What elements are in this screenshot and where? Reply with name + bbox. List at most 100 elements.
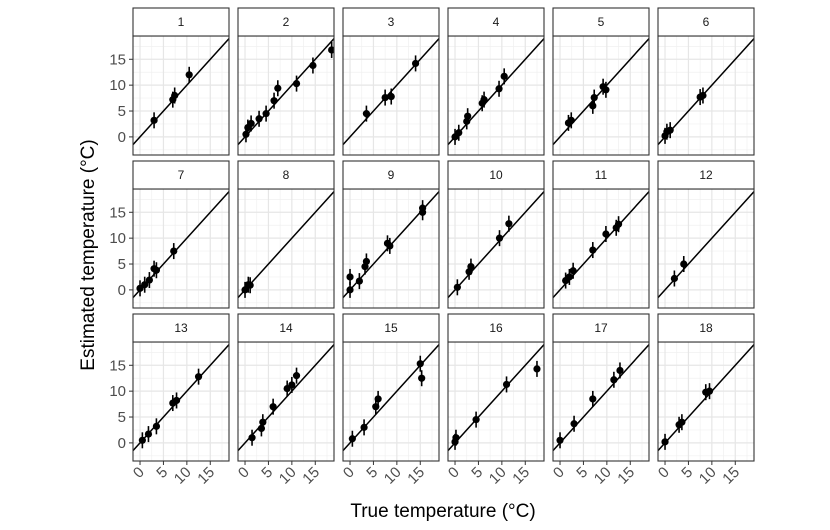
data-point <box>705 387 714 395</box>
x-tick-label: 15 <box>404 464 428 488</box>
data-point <box>472 416 480 424</box>
identity-line <box>658 38 754 146</box>
facet-panel-16: 16 <box>447 313 545 462</box>
y-tick-label: 15 <box>109 357 126 374</box>
data-point <box>565 273 573 281</box>
facet-panel-13: 13 <box>132 313 230 462</box>
identity-line <box>553 344 649 452</box>
data-point <box>495 85 503 93</box>
data-point <box>416 360 424 368</box>
facet-strip-label: 12 <box>699 168 713 182</box>
panel-plot-area <box>448 36 544 155</box>
x-tick-label: 0 <box>340 464 358 482</box>
data-point <box>602 86 610 94</box>
x-tick-label: 5 <box>258 464 276 482</box>
data-point <box>480 96 488 104</box>
panel-plot-area <box>448 342 544 461</box>
x-tick-label: 5 <box>363 464 381 482</box>
data-point <box>616 366 624 375</box>
x-tick-label: 5 <box>678 464 696 482</box>
data-point <box>602 230 610 238</box>
data-point <box>262 110 270 118</box>
x-tick-label: 10 <box>276 464 300 488</box>
facet-strip-label: 1 <box>178 15 185 29</box>
facet-strip <box>552 313 650 343</box>
data-point <box>387 92 395 101</box>
facet-strip-label: 15 <box>384 321 398 335</box>
x-tick-label: 5 <box>468 464 486 482</box>
y-tick-label: 5 <box>118 103 126 120</box>
data-point <box>502 380 511 389</box>
facet-strip-label: 6 <box>703 15 710 29</box>
data-point <box>455 129 463 137</box>
panel-plot-area <box>658 36 754 155</box>
x-tick-label: 5 <box>573 464 591 482</box>
data-point <box>145 276 153 284</box>
panel-plot-area <box>343 36 439 155</box>
x-tick-label: 10 <box>381 464 405 488</box>
facet-panel-9: 9 <box>342 160 440 309</box>
identity-line <box>448 344 544 452</box>
data-point <box>152 422 161 430</box>
identity-line <box>448 191 544 299</box>
facet-panel-3: 3 <box>342 7 440 156</box>
x-tick-label: 0 <box>445 464 463 482</box>
data-point <box>362 257 371 266</box>
data-point <box>328 46 334 54</box>
facet-strip <box>447 313 545 343</box>
data-point <box>346 286 354 294</box>
data-point <box>257 424 266 433</box>
facet-panel-2: 2 <box>237 7 335 156</box>
data-point <box>505 220 513 228</box>
facet-panel-15: 15 <box>342 313 440 462</box>
facet-panel-1: 1 <box>132 7 230 156</box>
data-point <box>138 436 146 444</box>
data-point <box>680 260 688 268</box>
identity-line <box>238 191 334 299</box>
y-tick-label: 10 <box>109 230 126 247</box>
facet-strip-label: 7 <box>178 168 185 182</box>
y-tick-label: 0 <box>118 282 126 299</box>
data-point <box>418 374 426 382</box>
data-point <box>678 418 686 426</box>
data-point <box>464 112 472 120</box>
data-point <box>610 376 618 384</box>
facet-strip <box>132 160 230 190</box>
facet-strip <box>342 160 440 190</box>
facet-strip <box>657 160 755 190</box>
data-point <box>374 395 382 403</box>
data-point <box>569 267 577 275</box>
data-point <box>411 59 420 68</box>
identity-line <box>238 38 334 146</box>
data-point <box>589 395 597 403</box>
data-point <box>150 116 158 124</box>
facet-panel-8: 8 <box>237 160 335 309</box>
facet-strip-label: 13 <box>174 321 188 335</box>
data-point <box>381 93 389 102</box>
y-tick-label: 0 <box>118 435 126 452</box>
x-tick-label: 10 <box>171 464 195 488</box>
data-point <box>348 435 356 443</box>
x-tick-label: 15 <box>719 464 743 488</box>
data-point <box>452 434 460 442</box>
facet-strip <box>132 313 230 343</box>
y-axis-title: Estimated temperature (°C) <box>78 139 99 370</box>
data-point <box>533 365 541 373</box>
data-point <box>241 286 249 294</box>
x-tick-label: 0 <box>655 464 673 482</box>
x-tick-label: 15 <box>299 464 323 488</box>
data-point <box>500 72 508 80</box>
data-point <box>274 84 282 92</box>
facet-strip <box>447 7 545 37</box>
facet-strip-label: 2 <box>283 15 290 29</box>
data-point <box>699 91 707 100</box>
data-point <box>386 242 394 250</box>
x-tick-label: 15 <box>194 464 218 488</box>
data-point <box>170 247 178 255</box>
facet-panel-5: 5 <box>552 7 650 156</box>
data-point <box>614 220 623 228</box>
data-point <box>419 208 427 216</box>
facet-strip-label: 9 <box>388 168 395 182</box>
data-point <box>248 434 256 442</box>
